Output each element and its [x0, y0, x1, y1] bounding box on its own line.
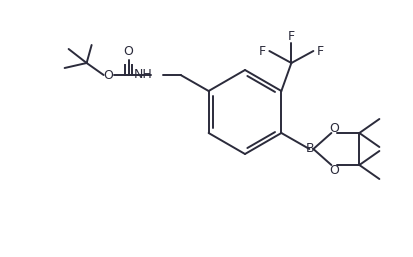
- Text: F: F: [258, 44, 265, 58]
- Text: NH: NH: [133, 68, 152, 80]
- Text: O: O: [103, 69, 113, 81]
- Text: O: O: [329, 163, 339, 177]
- Text: O: O: [329, 122, 339, 134]
- Text: F: F: [287, 30, 294, 42]
- Text: O: O: [123, 44, 133, 58]
- Text: B: B: [305, 142, 314, 155]
- Text: F: F: [316, 44, 323, 58]
